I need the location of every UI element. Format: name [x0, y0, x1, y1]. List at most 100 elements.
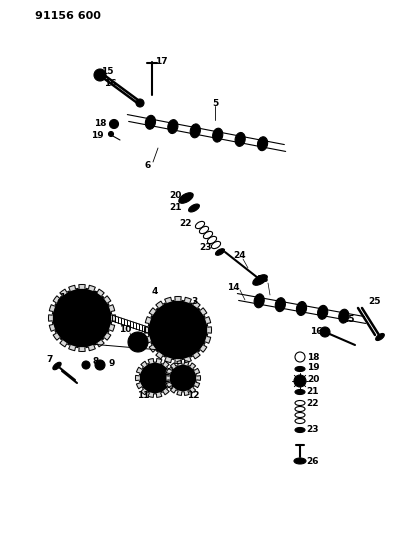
Polygon shape [141, 389, 147, 395]
Text: 10: 10 [119, 326, 131, 335]
Text: 22: 22 [307, 400, 319, 408]
Circle shape [112, 122, 116, 126]
Text: 3: 3 [192, 297, 198, 306]
Ellipse shape [296, 302, 307, 316]
Polygon shape [163, 361, 169, 367]
Polygon shape [104, 333, 111, 340]
Text: 1: 1 [59, 294, 65, 303]
Polygon shape [156, 301, 163, 308]
Polygon shape [190, 387, 196, 393]
Circle shape [72, 308, 92, 328]
Polygon shape [195, 382, 200, 387]
Polygon shape [69, 285, 76, 290]
Polygon shape [60, 289, 67, 295]
Circle shape [64, 300, 100, 336]
Ellipse shape [254, 294, 264, 308]
Polygon shape [148, 393, 154, 398]
Polygon shape [145, 317, 151, 324]
Polygon shape [136, 367, 142, 373]
Text: 18: 18 [307, 352, 319, 361]
Ellipse shape [375, 334, 384, 341]
Circle shape [52, 288, 112, 348]
Text: 25: 25 [369, 297, 381, 306]
Circle shape [178, 373, 188, 383]
Text: 20: 20 [307, 376, 319, 384]
Text: 13: 13 [256, 276, 268, 285]
Ellipse shape [339, 309, 349, 323]
Polygon shape [48, 315, 52, 321]
Polygon shape [110, 305, 115, 311]
Circle shape [144, 367, 166, 389]
Polygon shape [69, 345, 76, 351]
Polygon shape [145, 336, 151, 343]
Text: 24: 24 [234, 252, 246, 261]
Polygon shape [184, 360, 189, 365]
Ellipse shape [148, 120, 153, 125]
Polygon shape [145, 327, 148, 333]
Circle shape [133, 337, 143, 347]
Circle shape [95, 360, 105, 370]
Text: 21: 21 [307, 387, 319, 397]
Circle shape [82, 361, 90, 369]
Text: 17: 17 [155, 58, 167, 67]
Ellipse shape [256, 298, 262, 303]
Polygon shape [201, 345, 207, 352]
Text: 19: 19 [91, 131, 103, 140]
Polygon shape [156, 393, 162, 398]
Polygon shape [168, 383, 173, 389]
Circle shape [108, 132, 113, 136]
Text: 15: 15 [342, 316, 354, 325]
Ellipse shape [213, 128, 223, 142]
Polygon shape [206, 336, 211, 343]
Polygon shape [104, 296, 111, 303]
Circle shape [160, 312, 196, 348]
Polygon shape [149, 308, 156, 314]
Text: 14: 14 [227, 282, 239, 292]
Text: 6: 6 [145, 160, 151, 169]
Polygon shape [206, 317, 211, 324]
Polygon shape [110, 325, 115, 332]
Text: 11: 11 [137, 392, 149, 400]
Text: 22: 22 [180, 219, 192, 228]
Polygon shape [148, 359, 154, 363]
Polygon shape [49, 325, 54, 332]
Polygon shape [197, 376, 201, 381]
Polygon shape [156, 352, 163, 359]
Circle shape [169, 364, 197, 392]
Ellipse shape [294, 458, 306, 464]
Ellipse shape [299, 306, 304, 311]
Circle shape [152, 375, 158, 381]
Polygon shape [149, 345, 156, 352]
Polygon shape [170, 363, 176, 368]
Text: 26: 26 [307, 457, 319, 466]
Ellipse shape [53, 362, 61, 370]
Polygon shape [156, 359, 162, 363]
Ellipse shape [320, 310, 325, 315]
Ellipse shape [170, 124, 175, 129]
Circle shape [149, 372, 161, 384]
Text: 91156 600: 91156 600 [35, 11, 101, 21]
Polygon shape [79, 348, 85, 351]
Circle shape [128, 332, 148, 352]
Polygon shape [89, 345, 95, 351]
Polygon shape [53, 333, 59, 340]
Circle shape [294, 375, 306, 387]
Ellipse shape [145, 115, 156, 129]
Polygon shape [165, 358, 171, 362]
Polygon shape [171, 375, 175, 381]
Text: 3: 3 [92, 290, 98, 300]
Polygon shape [53, 296, 59, 303]
Text: 4: 4 [152, 287, 158, 296]
Polygon shape [193, 301, 200, 308]
Polygon shape [184, 391, 189, 395]
Polygon shape [195, 368, 200, 374]
Polygon shape [193, 352, 200, 359]
Polygon shape [60, 341, 67, 347]
Text: 15: 15 [101, 68, 113, 77]
Circle shape [168, 320, 188, 340]
Ellipse shape [278, 302, 283, 307]
Circle shape [148, 300, 208, 360]
Polygon shape [201, 308, 207, 314]
Ellipse shape [295, 367, 305, 372]
Polygon shape [97, 341, 104, 347]
